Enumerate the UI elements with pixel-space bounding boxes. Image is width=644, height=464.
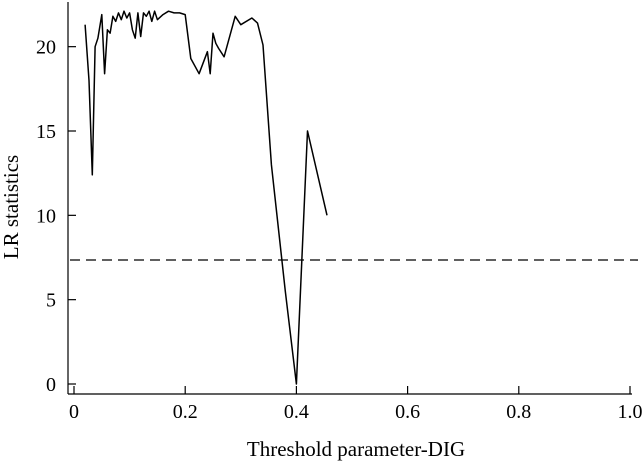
axes <box>67 2 632 395</box>
y-tick-label: 15 <box>36 121 56 143</box>
y-tick-label: 20 <box>36 37 56 59</box>
y-axis-title: LR statistics <box>0 155 23 259</box>
y-tick-labels: 0 5 10 15 20 <box>36 37 56 396</box>
x-tick-label: 1.0 <box>618 401 643 423</box>
x-tick-label: 0 <box>69 401 79 423</box>
x-tick-label: 0.2 <box>173 401 198 423</box>
y-tick-label: 0 <box>46 374 56 396</box>
x-tick-label: 0.6 <box>395 401 420 423</box>
x-tick-label: 0.4 <box>284 401 309 423</box>
x-tick-label: 0.8 <box>506 401 531 423</box>
x-tick-labels: 0 0.2 0.4 0.6 0.8 1.0 <box>69 401 643 423</box>
y-tick-label: 5 <box>46 290 56 312</box>
x-axis-title: Threshold parameter-DIG <box>247 437 465 461</box>
series-line <box>84 10 328 385</box>
y-tick-label: 10 <box>36 205 56 227</box>
tick-marks <box>68 46 631 394</box>
series-group <box>84 10 328 385</box>
